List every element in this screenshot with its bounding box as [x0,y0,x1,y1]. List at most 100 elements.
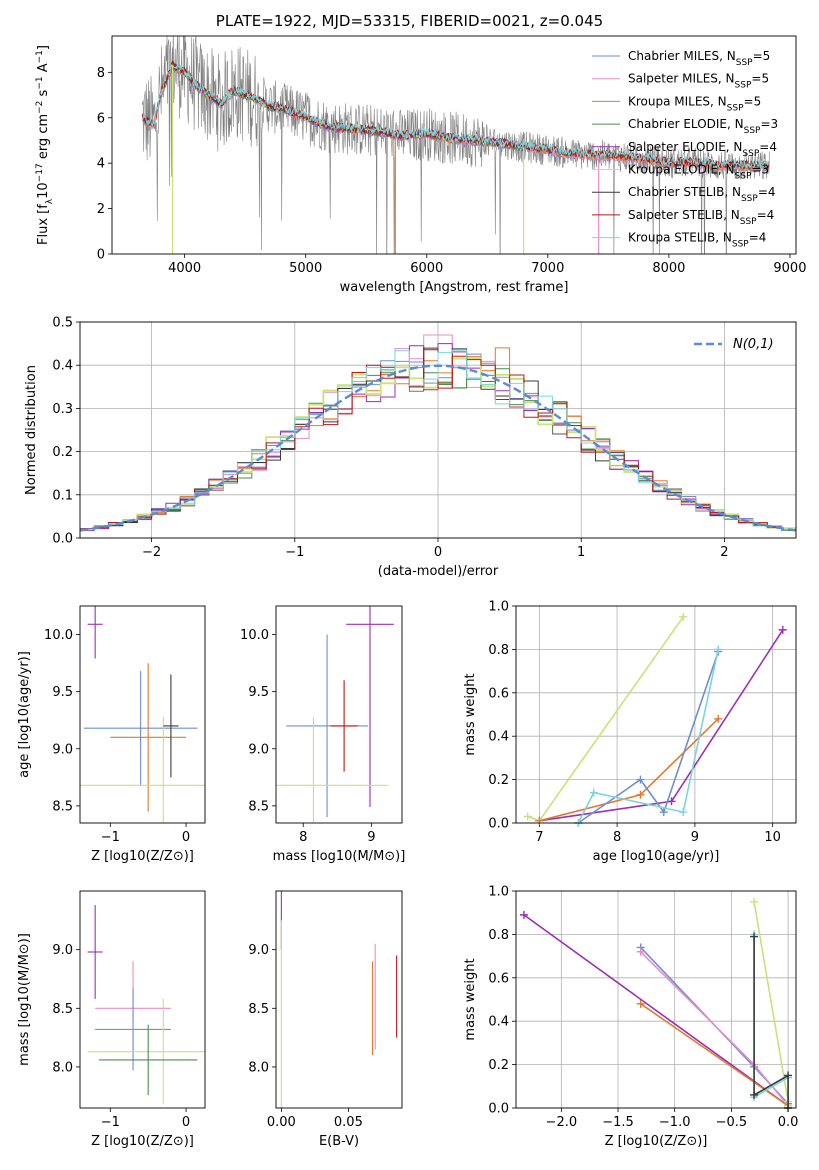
plot-frame [515,890,797,1109]
y-tick-label: 0 [97,248,105,263]
mass-ebv-panel: 0.00 0.05 8.0 8.5 9.0 E(B-V) [248,890,403,1149]
x-axis-label: (data-model)/error [378,564,499,579]
y-tick-label: 1.0 [488,600,509,615]
x-axis-label: mass [log10(M/M⊙)] [273,849,406,864]
plot-frame [111,35,797,255]
x-axis-label: wavelength [Angstrom, rest frame] [340,280,569,295]
weight-marker [589,788,598,797]
y-tick-label: 1.0 [488,885,509,900]
plot-frame [275,890,403,1109]
x-axis-label: Z [log10(Z/Z⊙)] [605,1134,708,1149]
weight-marker [523,812,532,821]
y-axis-label: mass weight [463,958,478,1040]
weight-marker [636,999,645,1008]
x-axis-label: E(B-V) [319,1134,359,1149]
y-tick-label: 0.2 [488,773,509,788]
legend-label: Salpeter MILES, NSSP=5 [628,72,769,91]
x-tick-label: 8 [299,830,307,845]
plot-frame [79,321,797,539]
weight-marker [667,797,676,806]
y-tick-label: 10.0 [240,628,269,643]
x-tick-label: 4000 [168,261,201,276]
weight-age-panel: 7 8 9 10 0.0 0.2 0.4 0.6 0.8 1.0 age [log10(age/yr… [463,600,797,864]
normal-curve [79,364,797,532]
y-tick-label: 4 [97,157,105,172]
histogram-salpeter-miles [80,334,796,530]
weight-marker [636,947,645,956]
model-fit-kroupa-stelib [141,62,770,171]
y-tick-label: 0.6 [488,686,509,701]
x-tick-label: −1 [101,1115,120,1130]
y-axis-label: mass [log10(M/M⊙)] [17,933,32,1066]
y-tick-label: 8.5 [248,799,269,814]
legend: Chabrier MILES, NSSP=5 Salpeter MILES, NS… [592,49,778,250]
weight-line-chabrier-stelib [753,936,789,1108]
y-tick-label: 9.0 [52,943,73,958]
spectrum-panel: 4000 5000 6000 7000 8000 9000 0 2 4 6 8 Chabrier MI… [35,35,806,295]
x-tick-label: −1.0 [659,1115,691,1130]
weight-line-kroupa-elodie [527,616,684,822]
weight-line-kroupa-stelib [577,649,719,823]
legend-label: Kroupa STELIB, NSSP=4 [628,231,766,250]
weight-marker [750,897,759,906]
weight-marker [636,775,645,784]
weight-marker [750,932,759,941]
weight-z-panel: −2.0 −1.5 −1.0 −0.5 0.0 0.0 0.2 0.4 0.6 0.8 1.0 Z [… [463,885,798,1150]
x-tick-label: 9 [691,830,699,845]
y-tick-label: 0.6 [488,971,509,986]
x-tick-label: 9 [367,830,375,845]
y-tick-label: 2 [97,202,105,217]
x-tick-label: 7000 [531,261,564,276]
x-tick-label: 0.00 [267,1115,296,1130]
weight-line-salpeter-elodie [523,914,789,1107]
y-axis-label: age [log10(age/yr)] [17,651,32,778]
x-tick-label: −2 [142,545,161,560]
weight-marker [784,1071,793,1080]
weight-marker [714,714,723,723]
y-tick-label: 0.5 [52,316,73,331]
y-tick-label: 0.2 [52,445,73,460]
weight-marker [714,645,723,654]
x-tick-label: −1.5 [602,1115,634,1130]
x-axis-label: Z [log10(Z/Z⊙)] [91,849,194,864]
y-tick-label: 9.0 [52,742,73,757]
y-tick-label: 0.2 [488,1058,509,1073]
y-tick-label: 9.0 [248,742,269,757]
weight-marker [636,790,645,799]
x-axis-label: Z [log10(Z/Z⊙)] [91,1134,194,1149]
weight-line-chabrier-miles [577,651,719,823]
x-tick-label: 6000 [410,261,443,276]
weight-marker [535,816,544,825]
x-tick-label: −2.0 [546,1115,578,1130]
x-tick-label: 8000 [652,261,685,276]
x-tick-label: 1 [577,545,585,560]
legend-label: Chabrier MILES, NSSP=5 [628,49,770,68]
mass-z-panel: −1 0 8.0 8.5 9.0 Z [log10(Z/Z⊙)] mass [log10(M… [17,890,206,1149]
y-tick-label: 0.0 [488,817,509,832]
y-tick-label: 8.5 [52,799,73,814]
y-tick-label: 0.3 [52,402,73,417]
x-tick-label: 8 [613,830,621,845]
y-tick-label: 0.4 [488,730,509,745]
age-mass-panel: 8 9 8.5 9.0 9.5 10.0 mass [log10(M/M⊙)] [240,605,406,864]
y-tick-label: 0.0 [52,532,73,547]
residuals-panel: −2 −1 0 1 2 0.0 0.1 0.2 0.3 0.4 0.5 N(0,1) (data-mod… [24,316,797,579]
weight-marker [750,1090,759,1099]
x-tick-label: 0.05 [334,1115,363,1130]
y-axis-label: Normed distribution [24,365,39,495]
y-tick-label: 9.5 [248,685,269,700]
y-axis-label: Flux [fλ10−17 erg cm−2 s−1 A−1] [35,45,55,245]
x-tick-label: 0 [182,1115,190,1130]
x-tick-label: 2 [720,545,728,560]
weight-marker [778,625,787,634]
weight-marker [659,808,668,817]
plot-frame [275,605,403,824]
y-tick-label: 0.0 [488,1102,509,1117]
weight-marker [679,808,688,817]
y-tick-label: 0.4 [52,359,73,374]
x-tick-label: 5000 [289,261,322,276]
plot-frame [515,605,797,824]
weight-line-kroupa-elodie [753,901,789,1106]
y-tick-label: 10.0 [44,628,73,643]
